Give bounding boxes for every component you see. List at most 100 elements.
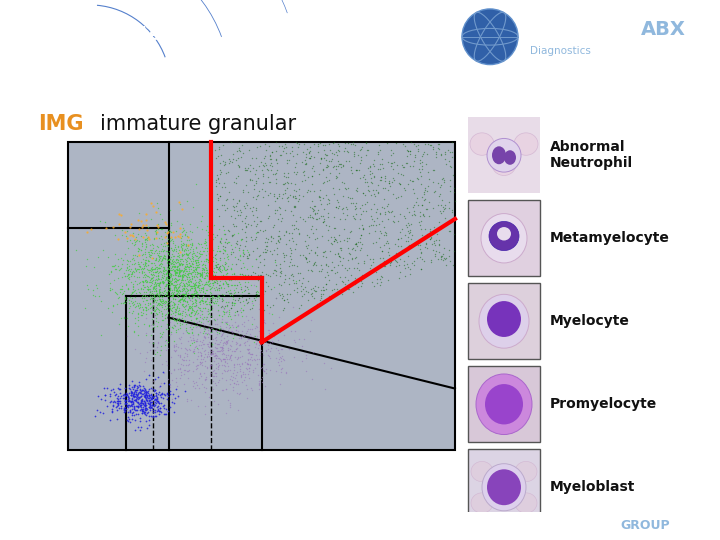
Point: [122, 401, 134, 410]
Point: [199, 375, 211, 383]
Point: [127, 301, 138, 310]
Point: [207, 323, 218, 332]
Point: [150, 394, 162, 403]
Point: [199, 331, 210, 340]
Point: [221, 272, 233, 280]
Point: [297, 168, 309, 177]
Point: [250, 179, 261, 188]
Point: [194, 357, 206, 366]
Point: [220, 246, 231, 254]
Point: [157, 279, 168, 287]
Point: [330, 161, 342, 170]
Point: [258, 318, 270, 326]
Point: [132, 285, 144, 293]
Point: [150, 392, 162, 401]
Point: [166, 397, 177, 406]
Point: [317, 218, 328, 227]
Point: [313, 267, 325, 275]
Point: [166, 272, 177, 280]
Point: [150, 245, 162, 254]
Point: [190, 243, 202, 252]
Point: [127, 389, 138, 397]
Point: [214, 323, 225, 332]
Point: [189, 298, 201, 307]
Point: [136, 302, 148, 311]
Point: [145, 286, 156, 295]
Point: [135, 307, 147, 316]
Point: [328, 285, 340, 293]
Point: [183, 265, 194, 274]
Point: [258, 329, 269, 338]
Point: [248, 315, 260, 323]
Point: [297, 279, 308, 288]
Point: [429, 187, 441, 195]
Point: [145, 397, 156, 406]
Point: [215, 284, 227, 293]
Point: [213, 353, 225, 362]
Point: [186, 250, 198, 259]
Point: [110, 403, 122, 412]
Point: [155, 298, 166, 306]
Point: [376, 176, 387, 184]
Point: [161, 268, 173, 277]
Point: [228, 379, 239, 388]
Point: [162, 407, 174, 415]
Point: [197, 259, 209, 268]
Point: [164, 402, 176, 411]
Point: [205, 294, 217, 303]
Point: [152, 394, 163, 403]
Point: [129, 250, 140, 259]
Point: [152, 300, 163, 308]
Point: [237, 370, 248, 379]
Point: [351, 166, 362, 175]
Point: [126, 398, 138, 407]
Point: [161, 287, 172, 296]
Point: [186, 289, 198, 298]
Point: [158, 410, 170, 418]
Point: [384, 182, 396, 191]
Point: [404, 226, 415, 235]
Point: [370, 264, 382, 273]
Point: [320, 280, 332, 288]
Point: [181, 243, 193, 252]
Point: [228, 323, 239, 332]
Point: [323, 292, 335, 300]
Point: [249, 363, 261, 372]
Point: [199, 289, 210, 298]
Point: [330, 165, 342, 173]
Point: [378, 204, 390, 213]
Point: [236, 225, 248, 233]
Point: [258, 306, 270, 315]
Point: [287, 303, 299, 312]
Point: [329, 138, 341, 146]
Point: [229, 346, 240, 355]
Point: [153, 293, 165, 301]
Point: [178, 293, 189, 301]
Point: [125, 391, 137, 400]
Point: [119, 406, 130, 415]
Point: [199, 349, 211, 358]
Point: [386, 255, 397, 264]
Point: [181, 262, 192, 271]
Point: [196, 360, 207, 369]
Point: [181, 349, 193, 358]
Point: [157, 296, 168, 305]
Point: [148, 296, 159, 305]
Point: [134, 287, 145, 296]
Point: [414, 211, 426, 220]
Point: [183, 309, 194, 318]
Point: [176, 259, 187, 267]
Point: [279, 188, 290, 197]
Point: [181, 275, 192, 284]
Point: [144, 393, 156, 401]
Point: [182, 374, 194, 382]
Point: [276, 344, 288, 353]
Point: [169, 307, 181, 315]
Point: [123, 383, 135, 392]
Point: [153, 285, 165, 293]
Point: [167, 291, 179, 299]
Point: [189, 296, 200, 305]
Point: [112, 392, 124, 401]
Point: [184, 262, 195, 271]
Point: [171, 265, 183, 273]
